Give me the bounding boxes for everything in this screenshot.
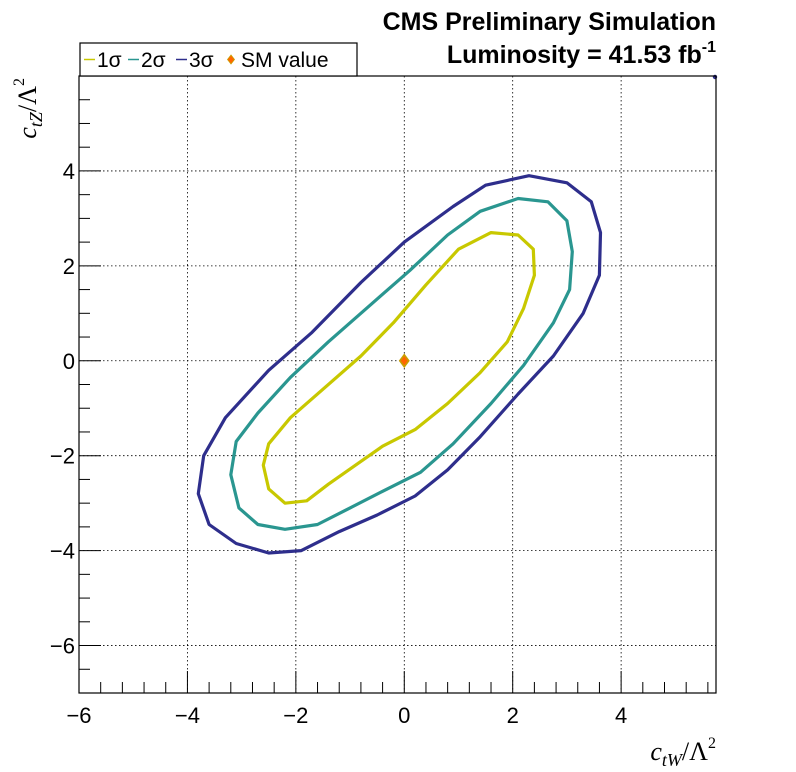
y-tick-label-2: −2: [50, 444, 75, 469]
legend-box: [79, 42, 358, 77]
y-axis-title-sub: tZ: [26, 111, 46, 127]
x-axis-title-sup: 2: [708, 735, 716, 752]
legend-swatch-sm: [226, 54, 236, 65]
y-axis-title-main: c: [13, 127, 42, 139]
contour-3sigma: [196, 174, 603, 555]
y-tick-label-3: 0: [63, 349, 75, 374]
header-luminosity: Luminosity = 41.53 fb-1: [447, 39, 716, 69]
header-title: CMS Preliminary Simulation: [383, 8, 716, 36]
y-axis-title: ctZ/Λ2: [11, 78, 46, 139]
x-axis-title: ctW/Λ2: [650, 735, 716, 770]
contour-2sigma: [229, 196, 574, 531]
x-axis-title-sub: tW: [662, 750, 684, 770]
legend-label-sm: SM value: [241, 49, 329, 72]
luminosity-exponent: -1: [702, 39, 716, 56]
sm-value-marker: [398, 353, 410, 369]
legend-label-2sigma: 2σ: [141, 49, 166, 72]
x-tick-label-5: 4: [615, 703, 627, 728]
luminosity-text: Luminosity = 41.53 fb: [447, 41, 702, 69]
legend-label-1sigma: 1σ: [97, 49, 122, 72]
x-tick-label-2: −2: [283, 703, 308, 728]
contour-1sigma: [261, 231, 536, 505]
x-tick-label-1: −4: [175, 703, 200, 728]
y-axis-title-sup: 2: [11, 78, 28, 86]
contour-lines: [196, 174, 603, 555]
x-tick-label-3: 0: [398, 703, 410, 728]
y-tick-label-5: 4: [63, 159, 75, 184]
x-tick-label-0: −6: [66, 703, 91, 728]
axis-ticks: [78, 75, 709, 694]
x-tick-label-4: 2: [507, 703, 519, 728]
y-tick-label-0: −6: [50, 634, 75, 659]
x-axis-title-main: c: [650, 737, 662, 766]
y-axis-title-divider: /Λ: [13, 86, 42, 112]
legend-label-3sigma: 3σ: [189, 49, 214, 72]
legend: 1σ 2σ 3σ SM value: [79, 42, 358, 77]
grid-lines: [79, 76, 716, 693]
x-axis-title-divider: /Λ: [682, 737, 708, 766]
tick-labels: −6 −4 −2 0 2 4 −6 −4 −2 0 2 4: [50, 159, 627, 728]
y-tick-label-4: 2: [63, 254, 75, 279]
y-tick-label-1: −4: [50, 539, 75, 564]
y-axis-title-group: ctZ/Λ2: [11, 78, 46, 139]
